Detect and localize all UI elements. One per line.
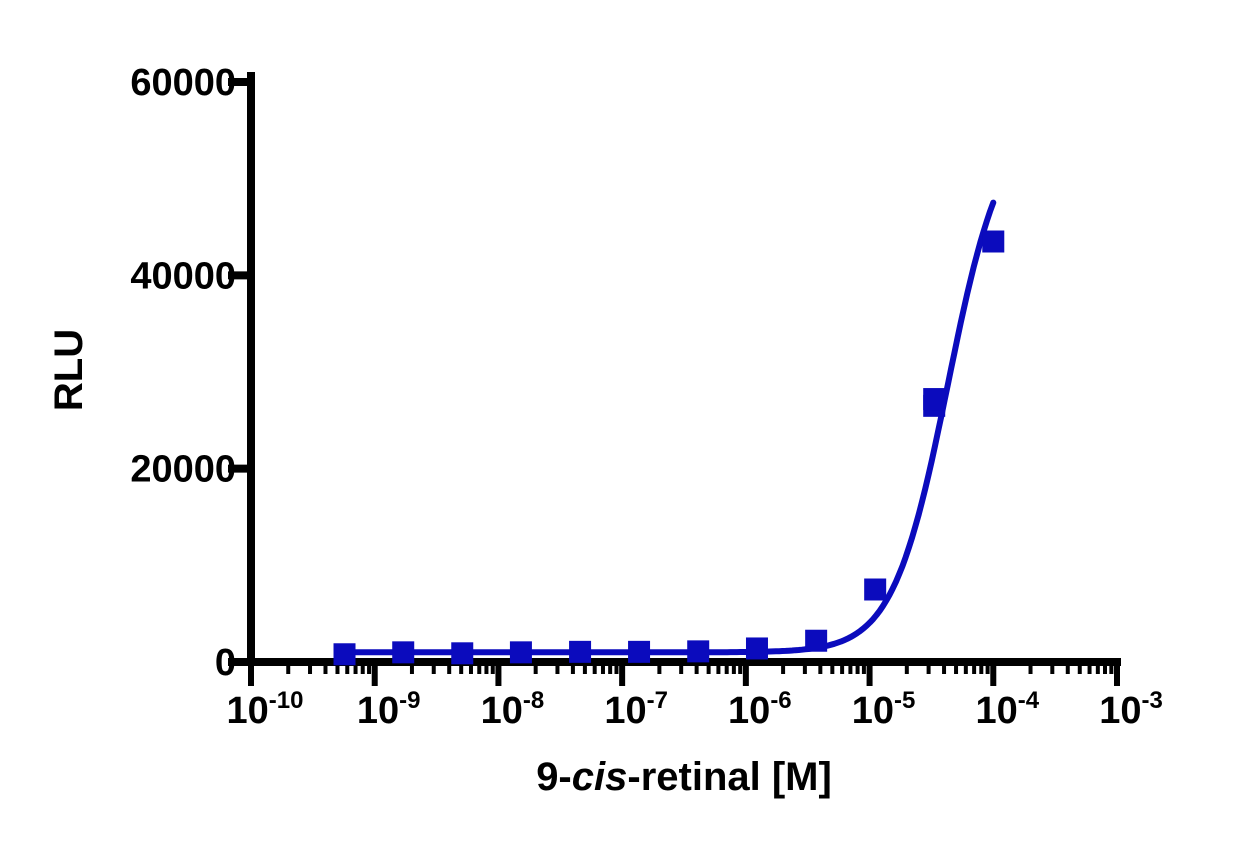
y-axis-title: RLU — [47, 329, 91, 411]
x-tick-label-exp-7: -3 — [1141, 687, 1162, 714]
x-tick-label-base-0: 10 — [227, 690, 269, 732]
y-tick-label-3: 60000 — [130, 62, 236, 104]
data-point-0-8 — [805, 629, 828, 652]
x-axis-title: 9-cis-retinal [M] — [536, 755, 832, 799]
x-tick-label-exp-6: -4 — [1018, 687, 1040, 714]
x-tick-label-1: 10-9 — [357, 687, 421, 732]
data-point-0-4 — [569, 640, 592, 663]
data-point-0-7 — [745, 637, 768, 660]
x-tick-label-5: 10-5 — [852, 687, 916, 732]
y-tick-label-2: 40000 — [130, 255, 236, 297]
data-point-0-5 — [628, 640, 651, 663]
x-tick-label-base-4: 10 — [728, 690, 770, 732]
y-tick-label-1: 20000 — [130, 449, 236, 491]
x-tick-label-2: 10-8 — [481, 687, 545, 732]
x-tick-label-base-1: 10 — [357, 690, 399, 732]
x-tick-label-base-7: 10 — [1099, 690, 1141, 732]
fit-curve — [341, 199, 997, 656]
x-axis-title-suffix: -retinal [M] — [627, 755, 831, 799]
x-axis: 10-10 10-9 10-8 10-7 10-6 10-5 10-4 10-3 — [227, 658, 1163, 732]
x-tick-label-base-5: 10 — [852, 690, 894, 732]
y-tick-label-0: 0 — [215, 642, 236, 684]
data-points — [333, 230, 1005, 666]
x-tick-label-6: 10-4 — [975, 687, 1039, 732]
x-tick-label-exp-2: -8 — [523, 687, 544, 714]
data-point-0-2 — [451, 642, 474, 665]
x-ticks: 10-10 10-9 10-8 10-7 10-6 10-5 10-4 10-3 — [227, 662, 1163, 732]
x-tick-label-0: 10-10 — [227, 687, 304, 732]
data-point-0-6 — [687, 640, 710, 663]
y-axis: 0 20000 40000 60000 — [130, 62, 255, 684]
x-tick-label-exp-0: -10 — [269, 687, 304, 714]
data-point-0-3 — [509, 641, 532, 664]
x-tick-label-base-6: 10 — [975, 690, 1017, 732]
x-tick-label-base-2: 10 — [481, 690, 523, 732]
data-point-0-0 — [333, 643, 356, 666]
x-tick-label-exp-4: -6 — [770, 687, 791, 714]
x-tick-label-exp-5: -5 — [894, 687, 915, 714]
data-point-0-11 — [923, 388, 946, 411]
x-tick-label-exp-1: -9 — [399, 687, 420, 714]
x-tick-label-base-3: 10 — [604, 690, 646, 732]
x-axis-title-prefix: 9- — [536, 755, 572, 799]
x-tick-label-exp-3: -7 — [647, 687, 668, 714]
y-ticks: 0 20000 40000 60000 — [130, 62, 251, 684]
data-point-0-9 — [864, 578, 887, 601]
x-axis-title-italic: cis — [572, 755, 628, 799]
data-point-0-1 — [392, 641, 415, 664]
x-tick-label-4: 10-6 — [728, 687, 792, 732]
data-point-0-12 — [982, 230, 1005, 253]
x-tick-label-7: 10-3 — [1099, 687, 1163, 732]
x-tick-label-3: 10-7 — [604, 687, 668, 732]
